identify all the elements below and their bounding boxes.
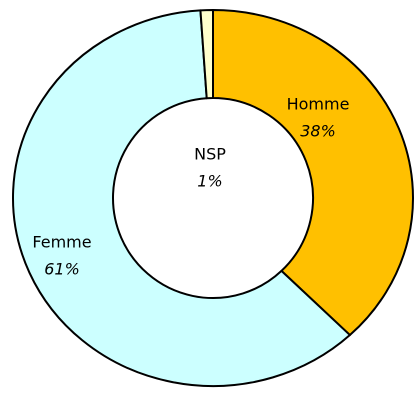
slice-label: Homme: [287, 95, 350, 114]
donut-slice: [199, 9, 214, 100]
slice-value-label: 38%: [300, 122, 336, 141]
slice-label: NSP: [194, 145, 226, 164]
slice-value-label: 1%: [197, 172, 222, 191]
slice-label: Femme: [32, 233, 91, 252]
slice-value-label: 61%: [44, 260, 80, 279]
donut-slice: [12, 9, 351, 387]
donut-slice: [212, 9, 414, 337]
